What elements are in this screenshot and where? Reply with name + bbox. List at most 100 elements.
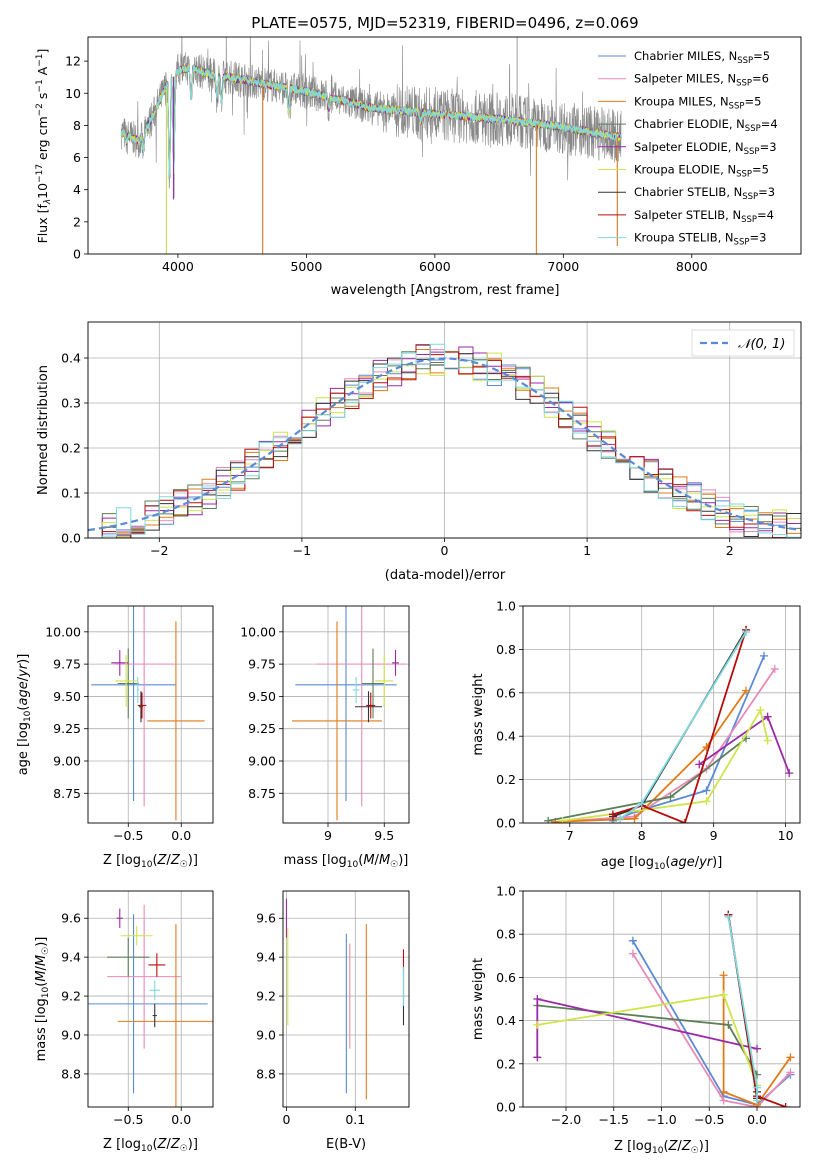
mass-vs-Z-panel: −0.5 0.0 8.8 9.0 9.2 9.4 9.6 Z [log10(Z/Z☉)] mas… <box>34 890 214 1154</box>
mass-vs-Z-ylabel: mass [log10(M/M☉)] <box>34 937 51 1062</box>
weight-point-marker <box>533 1020 542 1029</box>
age-vs-mass-ytick-label: 8.75 <box>248 786 276 801</box>
residuals-panel: −2 −1 0 1 2 0.0 0.1 0.2 0.3 0.4 𝒩(0, 1) (data-model… <box>36 321 802 583</box>
weight-vs-Z-panel: −2.0 −1.5 −1.0 −0.5 0.0 0.0 0.2 0.4 0.6 0.8 1.0 Z [… <box>471 884 801 1156</box>
legend-nssp: =4 <box>757 208 774 222</box>
spectrum-model-line <box>120 65 622 179</box>
mass-vs-ebv-ytick-label: 9.6 <box>256 911 276 926</box>
legend-label: Chabrier STELIB, NSSP=3 <box>634 185 775 202</box>
age-vs-Z-ytick-label: 9.00 <box>53 754 81 769</box>
weight-point-marker <box>753 1083 762 1092</box>
age-vs-Z-ytick-label: 9.75 <box>53 657 81 672</box>
spectrum-panel: 4000 5000 6000 7000 8000 0 2 4 6 8 10 12 Chabrier MI… <box>35 36 802 298</box>
residual-legend-box <box>691 329 795 357</box>
age-vs-mass-xlabel: mass [log10(M/M☉)] <box>284 853 409 870</box>
residuals-xlabel: (data-model)/error <box>385 568 506 583</box>
legend-sub: SSP <box>736 79 752 89</box>
mass-vs-ebv-ytick-label: 9.4 <box>256 950 276 965</box>
residuals-frame <box>87 321 802 539</box>
weight-series-line <box>722 975 792 1106</box>
residuals-ytick-label: 0.1 <box>61 486 81 501</box>
legend-label: Salpeter ELODIE, NSSP=3 <box>634 140 777 157</box>
weight-vs-Z-ytick-label: 0.8 <box>496 927 516 942</box>
age-vs-mass-frame <box>282 605 410 824</box>
weight-point-marker <box>756 706 765 715</box>
weight-vs-age-ytick-label: 0.0 <box>496 816 516 831</box>
spectrum-data-line <box>121 37 622 189</box>
legend-nssp: =3 <box>749 231 766 245</box>
weight-vs-age-panel: 7 8 9 10 0.0 0.2 0.4 0.6 0.8 1.0 age [log10(age/yr… <box>471 599 801 872</box>
residuals-xtick-label: 0 <box>441 543 449 558</box>
age-vs-mass-ytick-label: 9.25 <box>248 721 276 736</box>
weight-vs-Z-xtick-label: 0.0 <box>747 1112 767 1127</box>
age-vs-mass-ytick-label: 9.00 <box>248 754 276 769</box>
weight-series-line <box>562 707 769 822</box>
weight-point-marker <box>753 1044 762 1053</box>
weight-vs-Z-xtick-label: −1.5 <box>599 1112 629 1127</box>
weight-point-marker <box>702 797 711 806</box>
weight-vs-age-xtick-label: 10 <box>778 828 794 843</box>
residuals-ytick-label: 0.4 <box>61 351 81 366</box>
legend-sub: SSP <box>737 56 753 66</box>
legend-sub: SSP <box>745 124 761 134</box>
residual-histogram-step <box>88 343 801 538</box>
weight-point-marker <box>763 736 772 745</box>
weight-point-marker <box>719 971 728 980</box>
weight-vs-age-xtick-label: 8 <box>638 828 646 843</box>
age-vs-Z-frame <box>87 605 214 824</box>
weight-vs-Z-ytick-label: 1.0 <box>496 884 516 899</box>
residuals-ytick-label: 0.2 <box>61 441 81 456</box>
mass-vs-ebv-plot-area <box>285 898 405 1100</box>
mass-vs-ebv-ytick-label: 9.0 <box>256 1028 276 1043</box>
legend-nssp: =4 <box>761 117 778 131</box>
spectrum-plot-area <box>120 37 622 254</box>
spectrum-xtick-label: 7000 <box>547 259 579 274</box>
residuals-xtick-label: 2 <box>726 543 734 558</box>
weight-point-marker <box>533 1053 542 1062</box>
weight-point-marker <box>742 686 751 695</box>
legend-sub: SSP <box>729 101 745 111</box>
mass-vs-Z-ytick-label: 9.2 <box>61 989 81 1004</box>
weight-point-marker <box>666 792 675 801</box>
weight-point-marker <box>628 949 637 958</box>
legend-model: Kroupa ELODIE, N <box>634 163 736 177</box>
weight-vs-Z-frame <box>522 890 801 1108</box>
weight-point-marker <box>719 990 728 999</box>
mass-vs-Z-plot-area <box>88 904 213 1107</box>
spectrum-xtick-label: 4000 <box>162 259 194 274</box>
spectrum-ytick-label: 8 <box>73 118 81 133</box>
normal-curve <box>88 357 801 532</box>
weight-point-marker <box>724 912 733 921</box>
legend-model: Chabrier ELODIE, N <box>634 117 745 131</box>
legend-model: Salpeter ELODIE, N <box>634 140 744 154</box>
weight-point-marker <box>616 814 625 823</box>
spectrum-xtick-label: 8000 <box>676 259 708 274</box>
figure-title: PLATE=0575, MJD=52319, FIBERID=0496, z=0… <box>251 14 638 32</box>
weight-point-marker <box>695 760 704 769</box>
weight-vs-Z-xtick-label: −2.0 <box>551 1112 581 1127</box>
weight-point-marker <box>742 628 751 637</box>
weight-vs-age-xtick-label: 7 <box>566 828 574 843</box>
spectrum-ytick-label: 2 <box>73 214 81 229</box>
spectrum-xlabel: wavelength [Angstrom, rest frame] <box>331 283 560 298</box>
weight-vs-age-xlabel: age [log10(age/yr)] <box>601 855 723 872</box>
weight-vs-Z-ytick-label: 0.0 <box>496 1100 516 1115</box>
age-vs-mass-panel: 9 9.5 8.75 9.00 9.25 9.50 9.75 10.00 mass [log10… <box>240 605 410 870</box>
age-vs-mass-xtick-label: 9 <box>324 828 332 843</box>
residual-legend: 𝒩(0, 1) <box>691 329 795 357</box>
weight-vs-Z-xtick-label: −0.5 <box>694 1112 724 1127</box>
spectrum-xtick-label: 5000 <box>290 259 322 274</box>
mass-vs-Z-ytick-label: 9.4 <box>61 950 81 965</box>
spectrum-ytick-label: 6 <box>73 150 81 165</box>
legend-sub: SSP <box>742 192 758 202</box>
weight-vs-Z-ylabel: mass weight <box>471 958 486 1040</box>
weight-series-line <box>555 690 747 823</box>
residuals-ytick-label: 0.0 <box>61 531 81 546</box>
legend-label: Kroupa ELODIE, NSSP=5 <box>634 163 769 180</box>
mass-vs-Z-ytick-label: 8.8 <box>61 1066 81 1081</box>
weight-point-marker <box>753 1096 762 1105</box>
legend-nssp: =5 <box>744 94 761 108</box>
